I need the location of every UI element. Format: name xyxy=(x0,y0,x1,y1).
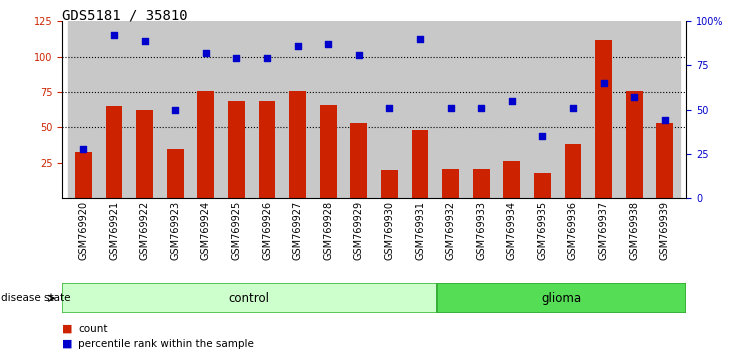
Bar xyxy=(404,21,435,198)
Bar xyxy=(75,152,92,198)
Bar xyxy=(473,169,490,198)
Text: glioma: glioma xyxy=(542,292,581,305)
Bar xyxy=(62,283,437,313)
Point xyxy=(598,80,610,86)
Bar xyxy=(252,21,283,198)
Point xyxy=(567,105,579,111)
Point xyxy=(383,105,395,111)
Bar xyxy=(289,91,306,198)
Bar xyxy=(283,21,313,198)
Bar xyxy=(412,130,429,198)
Bar xyxy=(504,161,520,198)
Point xyxy=(475,105,487,111)
Text: ■: ■ xyxy=(62,324,72,333)
Bar xyxy=(496,21,527,198)
Point xyxy=(323,41,334,47)
Bar xyxy=(313,21,344,198)
Text: GDS5181 / 35810: GDS5181 / 35810 xyxy=(62,9,188,23)
Point xyxy=(108,33,120,38)
Bar xyxy=(320,105,337,198)
Bar xyxy=(564,144,581,198)
Point xyxy=(292,43,304,49)
Point xyxy=(506,98,518,104)
Point xyxy=(445,105,456,111)
Bar xyxy=(68,21,99,198)
Point xyxy=(629,95,640,100)
Bar xyxy=(619,21,650,198)
Text: disease state: disease state xyxy=(1,293,71,303)
Point xyxy=(659,118,671,123)
Bar xyxy=(381,170,398,198)
Point xyxy=(231,56,242,61)
Bar xyxy=(137,110,153,198)
Point xyxy=(353,52,365,58)
Bar xyxy=(588,21,619,198)
Bar xyxy=(442,169,459,198)
Point xyxy=(414,36,426,42)
Bar xyxy=(350,123,367,198)
Bar xyxy=(534,173,551,198)
Point xyxy=(261,56,273,61)
Bar xyxy=(221,21,252,198)
Text: count: count xyxy=(78,324,107,333)
Bar xyxy=(626,91,642,198)
Bar xyxy=(197,91,215,198)
Bar xyxy=(344,21,374,198)
Text: ■: ■ xyxy=(62,339,72,349)
Point xyxy=(139,38,150,44)
Point xyxy=(537,133,548,139)
Bar xyxy=(595,40,612,198)
Bar xyxy=(129,21,160,198)
Bar xyxy=(191,21,221,198)
Bar xyxy=(435,21,466,198)
Text: percentile rank within the sample: percentile rank within the sample xyxy=(78,339,254,349)
Point xyxy=(77,146,89,152)
Bar xyxy=(258,101,275,198)
Bar xyxy=(106,106,123,198)
Point xyxy=(169,107,181,113)
Bar xyxy=(466,21,496,198)
Bar xyxy=(374,21,404,198)
Bar xyxy=(527,21,558,198)
Text: control: control xyxy=(228,292,270,305)
Bar xyxy=(650,21,680,198)
Bar xyxy=(558,21,588,198)
Bar xyxy=(99,21,129,198)
Bar xyxy=(437,283,686,313)
Bar xyxy=(160,21,191,198)
Point xyxy=(200,50,212,56)
Bar xyxy=(656,123,673,198)
Bar xyxy=(228,101,245,198)
Bar xyxy=(167,149,184,198)
